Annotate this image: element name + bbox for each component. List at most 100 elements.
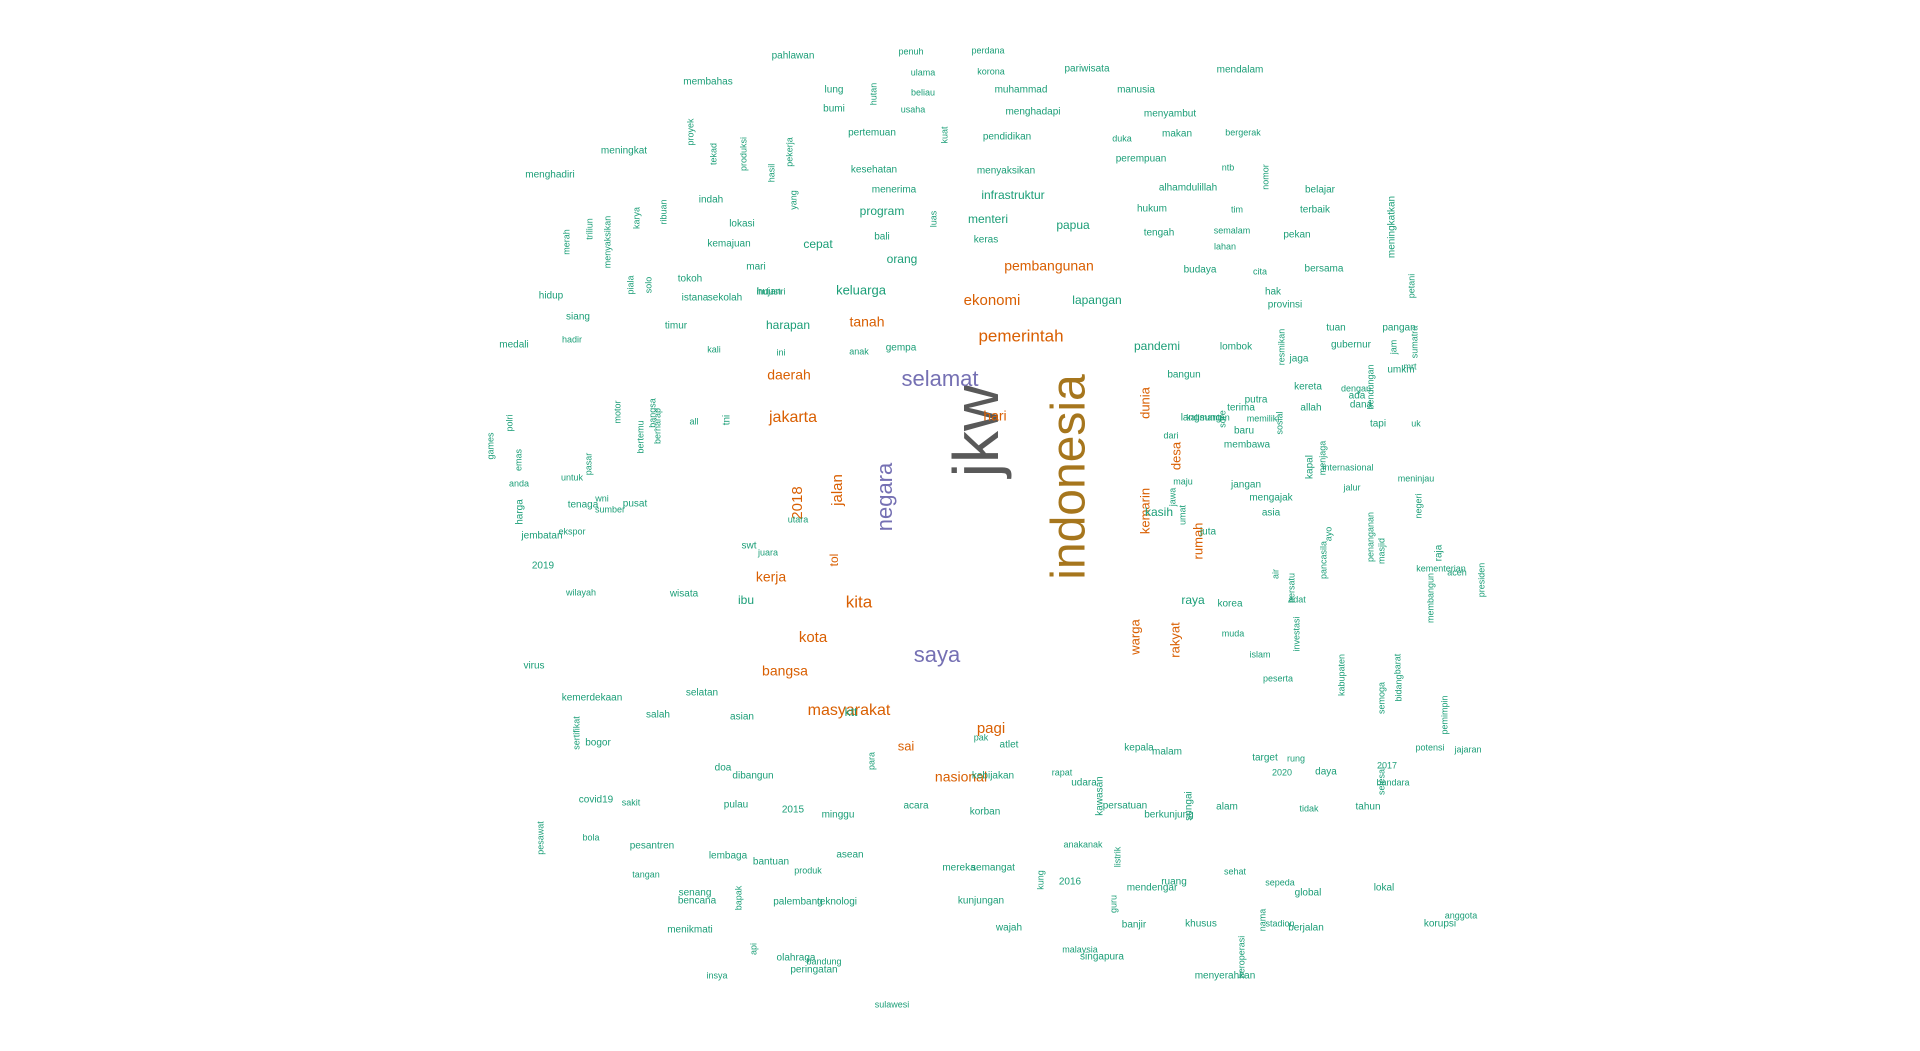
cloud-word: beliau [911, 87, 935, 97]
cloud-word: berkunjung [1144, 810, 1193, 821]
cloud-word: ekonomi [964, 292, 1021, 309]
cloud-word: air [1270, 569, 1280, 579]
cloud-word: produk [794, 865, 822, 875]
cloud-word: semoga [1376, 682, 1386, 714]
cloud-word: presiden [1476, 563, 1486, 598]
cloud-word: virus [523, 661, 544, 672]
cloud-word: jkw [940, 384, 1012, 479]
cloud-word: bola [582, 832, 599, 842]
cloud-word: sungai [1184, 791, 1195, 820]
cloud-word: muda [1222, 628, 1245, 638]
cloud-word: adat [1288, 594, 1306, 604]
cloud-word: hak [1265, 287, 1282, 298]
cloud-word: merah [561, 229, 571, 255]
cloud-word: tenaga [568, 500, 599, 511]
cloud-word: kesehatan [851, 165, 897, 176]
cloud-word: alhamdulillah [1159, 183, 1217, 194]
cloud-word: tangan [632, 869, 660, 879]
cloud-word: wajah [995, 923, 1022, 934]
cloud-word: kalimantan [1186, 412, 1230, 422]
cloud-word: barat [1392, 653, 1402, 674]
cloud-word: 2019 [532, 561, 555, 572]
cloud-word: lahan [1214, 241, 1236, 251]
cloud-word: masjid [1376, 538, 1386, 564]
cloud-word: singapura [1080, 952, 1124, 963]
cloud-word: industri [756, 286, 785, 296]
cloud-word: games [485, 432, 495, 460]
cloud-word: bangun [1167, 370, 1200, 381]
cloud-word: teknologi [817, 897, 857, 908]
cloud-word: rapat [1052, 767, 1073, 777]
cloud-word: acara [903, 801, 928, 812]
cloud-word: hidup [539, 291, 564, 302]
cloud-word: kawasan [1095, 776, 1106, 815]
cloud-word: harapan [766, 318, 810, 332]
cloud-word: daya [1315, 767, 1337, 778]
cloud-word: emas [513, 449, 523, 472]
cloud-word: tengah [1144, 228, 1175, 239]
cloud-word: ayo [1323, 527, 1333, 542]
cloud-word: gempa [886, 343, 917, 354]
cloud-word: raya [1181, 593, 1205, 607]
cloud-word: covid19 [579, 795, 614, 806]
cloud-word: berharap [652, 408, 662, 444]
cloud-word: ntb [1222, 162, 1235, 172]
cloud-word: utara [788, 514, 809, 524]
cloud-word: usaha [901, 104, 926, 114]
cloud-word: umat [1177, 505, 1187, 526]
cloud-word: makan [1162, 129, 1192, 140]
cloud-word: kebijakan [972, 771, 1014, 782]
cloud-word: hutan [868, 83, 878, 106]
cloud-word: hasil [766, 164, 776, 183]
cloud-word: bandara [1376, 777, 1409, 787]
cloud-word: piala [625, 275, 635, 294]
cloud-word: infrastruktur [981, 188, 1044, 202]
cloud-word: kuat [939, 126, 949, 144]
cloud-word: mrt [1404, 361, 1417, 371]
cloud-word: 2017 [1377, 760, 1397, 770]
cloud-word: bidang [1393, 674, 1403, 701]
cloud-word: korupsi [1424, 919, 1456, 930]
cloud-word: yang [788, 190, 798, 210]
cloud-word: pembangunan [1004, 258, 1094, 274]
cloud-word: dunia [1137, 386, 1152, 419]
cloud-word: anakanak [1063, 839, 1103, 849]
cloud-word: kementerian [1416, 563, 1466, 573]
cloud-word: global [1295, 888, 1322, 899]
cloud-word: mereka [942, 863, 976, 874]
cloud-word: tuan [1326, 323, 1345, 334]
cloud-word: budaya [1184, 265, 1217, 276]
cloud-word: investasi [1291, 616, 1301, 651]
cloud-word: maju [1173, 476, 1193, 486]
cloud-word: dibangun [732, 771, 773, 782]
cloud-word: motor [612, 400, 622, 423]
cloud-word: 2016 [1059, 877, 1082, 888]
cloud-word: menyaksikan [602, 216, 612, 269]
cloud-word: hujan [757, 287, 781, 298]
cloud-word: ekspor [558, 526, 585, 536]
cloud-word: listrik [1112, 846, 1122, 867]
cloud-word: asia [1262, 508, 1281, 519]
cloud-word: solo [643, 277, 653, 294]
cloud-word: karya [631, 207, 641, 229]
cloud-word: membahas [683, 77, 732, 88]
cloud-word: persatuan [1103, 801, 1147, 812]
cloud-word: indonesia [1043, 374, 1096, 580]
cloud-word: ibu [738, 593, 754, 607]
cloud-word: harga [515, 499, 526, 525]
cloud-word: peserta [1263, 673, 1293, 683]
cloud-word: kapal [1305, 455, 1316, 479]
cloud-word: raja [1434, 544, 1445, 561]
cloud-word: tahun [1355, 802, 1380, 813]
cloud-word: berjalan [1288, 923, 1324, 934]
cloud-word: dengan [1341, 383, 1371, 393]
cloud-word: membangun [1425, 573, 1435, 623]
cloud-word: menteri [968, 212, 1008, 226]
cloud-word: rung [1287, 753, 1305, 763]
cloud-word: timur [665, 321, 688, 332]
cloud-word: ada [1349, 391, 1366, 402]
cloud-word: mengajak [1249, 493, 1293, 504]
cloud-word: meninjau [1398, 473, 1435, 483]
cloud-word: pesantren [630, 841, 674, 852]
